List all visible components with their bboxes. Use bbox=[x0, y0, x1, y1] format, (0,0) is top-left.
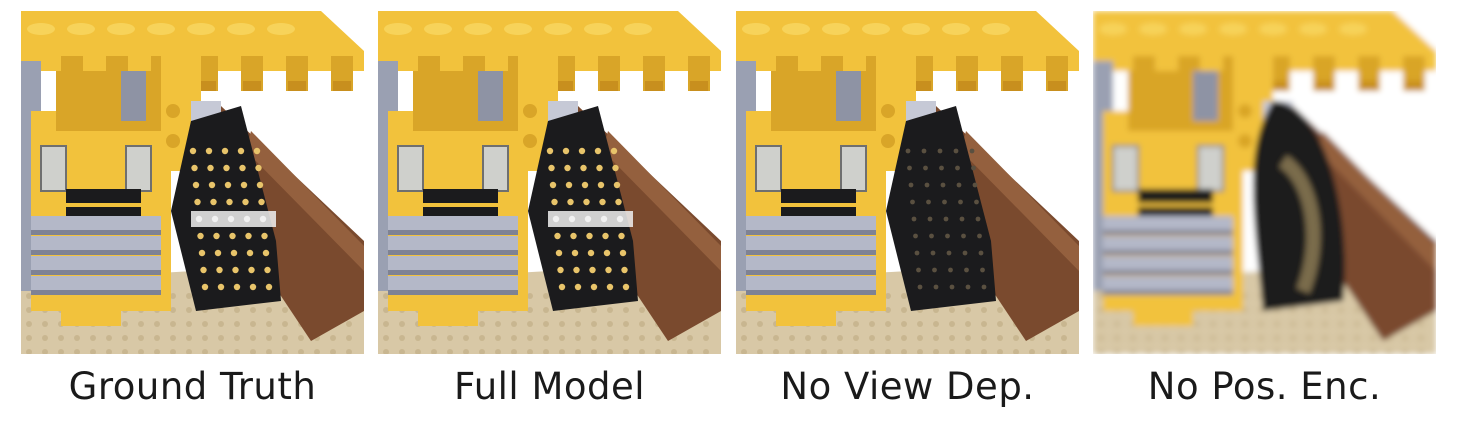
caption-no-view-dep: No View Dep. bbox=[780, 365, 1035, 408]
lego-render-image bbox=[378, 11, 721, 354]
caption-ground-truth: Ground Truth bbox=[68, 365, 317, 408]
panel-no-view-dep bbox=[736, 11, 1079, 354]
caption-no-pos-enc: No Pos. Enc. bbox=[1147, 365, 1382, 408]
panel-full-model bbox=[378, 11, 721, 354]
caption-full-model: Full Model bbox=[453, 365, 646, 408]
lego-render-image bbox=[736, 11, 1079, 354]
lego-render-image bbox=[1093, 11, 1436, 354]
panel-no-pos-enc bbox=[1093, 11, 1436, 354]
lego-render-image bbox=[21, 11, 364, 354]
panel-ground-truth bbox=[21, 11, 364, 354]
